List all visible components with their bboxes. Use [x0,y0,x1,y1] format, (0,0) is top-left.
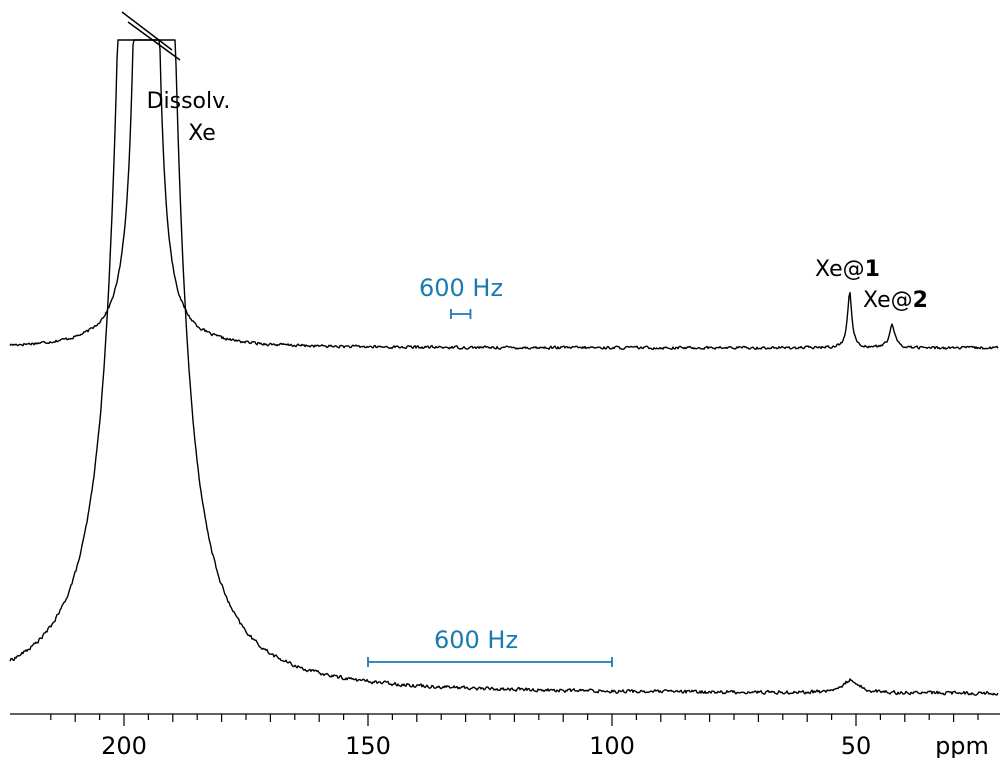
xe-at-2-number: 2 [913,288,928,313]
spectrum-trace-bottom [9,39,999,696]
scale-bar-top-label: 600 Hz [419,274,503,302]
x-axis-ticks: 200 150 100 50 [50,714,979,760]
scale-bars [367,309,613,667]
spectra-traces [9,39,999,696]
xe-at-2-prefix: Xe@ [863,288,913,313]
xe-at-1-label: Xe@1 [815,257,880,282]
dissolved-xe-label-line2: Xe [188,121,216,146]
x-axis-unit-label: ppm [935,732,989,758]
xe-at-1-number: 1 [865,257,880,282]
scale-bar-bottom-label: 600 Hz [434,626,518,654]
dissolved-xe-label-line1: Dissolv. [147,89,231,114]
x-tick-label: 100 [589,732,635,758]
xe-at-2-label: Xe@2 [863,288,928,313]
axis-break-mark [127,21,181,61]
x-tick-label: 150 [345,732,391,758]
spectrum-trace-top [9,39,999,351]
axis-break-mark [121,11,173,51]
xe-at-1-prefix: Xe@ [815,257,865,282]
x-tick-label: 200 [101,732,147,758]
x-tick-label: 50 [841,732,872,758]
dissolved-xe-label: Dissolv. Xe [147,89,238,146]
